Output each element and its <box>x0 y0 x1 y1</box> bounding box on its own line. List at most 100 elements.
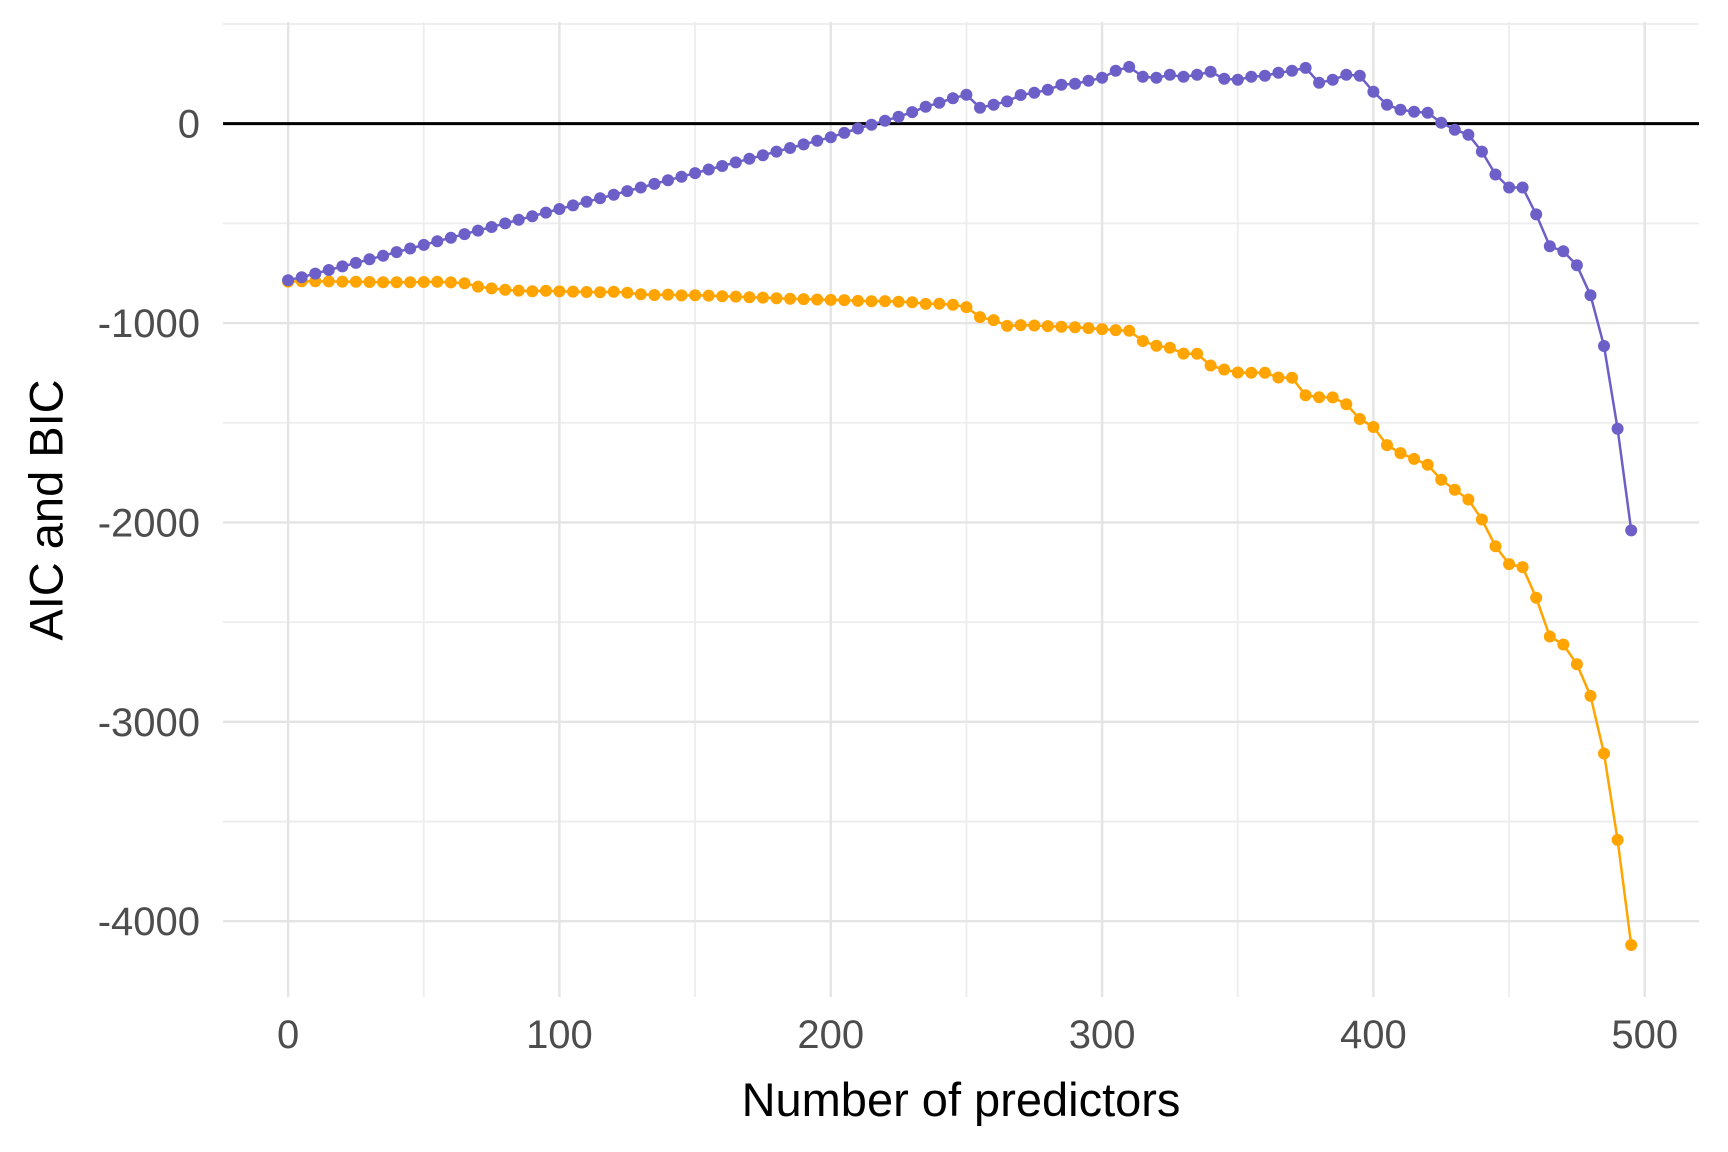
aic-point <box>431 235 444 248</box>
x-tick-label: 500 <box>1611 1013 1678 1057</box>
aic-point <box>417 238 430 251</box>
aic-point <box>1231 73 1244 86</box>
aic-point <box>1136 70 1149 83</box>
bic-point <box>526 285 539 298</box>
bic-point <box>1028 319 1041 332</box>
aic-point <box>512 213 525 226</box>
aic-point <box>444 231 457 244</box>
bic-point <box>1150 339 1163 352</box>
aic-point <box>1001 95 1014 108</box>
aic-point <box>1462 128 1475 141</box>
aic-point <box>390 246 403 259</box>
aic-point <box>1299 61 1312 74</box>
aic-point <box>675 170 688 183</box>
bic-point <box>675 289 688 302</box>
aic-point <box>594 192 607 205</box>
bic-point <box>363 276 376 288</box>
aic-point <box>648 177 661 190</box>
aic-point <box>1258 69 1271 82</box>
x-tick-label: 200 <box>797 1013 864 1057</box>
bic-point <box>417 276 430 288</box>
bic-point <box>879 295 891 308</box>
bic-line <box>286 279 1633 947</box>
bic-point <box>553 285 566 298</box>
bic-point <box>1136 335 1149 347</box>
x-tick-label: 0 <box>277 1013 299 1057</box>
aic-point <box>1353 69 1366 82</box>
aic-point <box>1543 240 1556 253</box>
bic-point <box>580 286 593 298</box>
aic-point <box>1489 168 1502 181</box>
bic-point <box>472 280 484 293</box>
bic-point <box>1421 458 1434 471</box>
aic-point <box>349 256 362 269</box>
aic-point <box>322 264 335 276</box>
bic-point <box>648 289 661 301</box>
aic-point <box>689 167 702 180</box>
aic-point <box>1163 68 1176 81</box>
bic-point <box>662 288 674 301</box>
bic-point <box>1041 320 1054 333</box>
bic-point <box>1231 366 1244 379</box>
aic-point <box>743 152 756 165</box>
aic-point <box>404 242 417 255</box>
aic-point <box>336 260 349 273</box>
aic-point <box>553 203 566 215</box>
bic-point <box>594 286 607 299</box>
bic-point <box>729 290 742 303</box>
bic-point <box>390 276 403 289</box>
bic-point <box>444 276 457 289</box>
bic-point <box>1381 439 1393 452</box>
bic-point <box>756 291 769 304</box>
bic-point <box>1163 341 1176 354</box>
aic-point <box>716 160 729 172</box>
aic-point <box>1381 98 1393 111</box>
aic-point <box>933 96 946 109</box>
bic-point <box>1340 398 1353 411</box>
aic-point <box>1218 72 1231 85</box>
x-tick-label: 100 <box>526 1013 593 1057</box>
bic-point <box>1218 363 1231 376</box>
bic-point <box>770 292 783 305</box>
bic-point <box>1435 473 1448 486</box>
bic-point <box>1516 561 1529 574</box>
aic-point <box>892 110 905 123</box>
aic-point <box>526 210 539 223</box>
bic-point <box>322 275 335 288</box>
bic-point <box>1598 747 1610 760</box>
aic-point <box>1598 340 1610 352</box>
aic-point <box>662 174 674 187</box>
bic-point <box>621 286 634 299</box>
aic-point <box>485 221 498 233</box>
aic-point <box>1204 65 1217 78</box>
y-axis-tick-labels: 0 -1000 -2000 -3000 -4000 <box>98 103 200 945</box>
aic-series <box>282 60 1638 537</box>
bic-point <box>1082 322 1095 335</box>
bic-point <box>1204 359 1217 372</box>
bic-point <box>499 283 512 296</box>
x-tick-label: 400 <box>1340 1013 1407 1057</box>
aic-point <box>1367 85 1380 98</box>
bic-point <box>512 284 525 297</box>
y-tick-label: -1000 <box>98 302 200 346</box>
bic-point <box>1096 323 1109 336</box>
aic-point <box>960 88 973 101</box>
aic-point <box>1014 89 1027 101</box>
bic-point <box>1272 371 1285 384</box>
bic-point <box>824 293 837 306</box>
bic-point <box>336 275 349 288</box>
aic-point <box>784 142 797 154</box>
bic-point <box>1014 319 1027 332</box>
aic-point <box>1394 103 1407 116</box>
aic-point <box>1245 70 1258 83</box>
aic-point <box>634 181 647 194</box>
aic-point <box>1191 68 1204 81</box>
aic-point <box>607 188 620 201</box>
aic-point <box>1028 86 1041 99</box>
aic-point <box>919 100 932 113</box>
aic-point <box>295 271 308 284</box>
gridlines-minor <box>223 22 1699 997</box>
bic-point <box>1326 391 1339 404</box>
bic-point <box>946 298 959 311</box>
